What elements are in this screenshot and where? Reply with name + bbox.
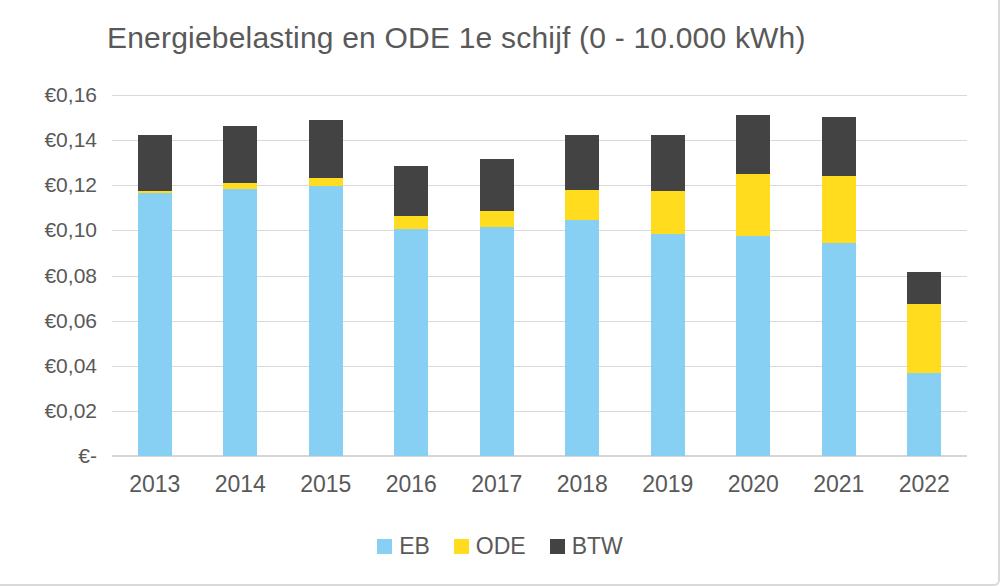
y-axis-tick-label: €0,14	[0, 129, 97, 151]
legend-swatch-btw	[550, 539, 565, 554]
bar-2022	[907, 272, 941, 456]
x-axis-tick-label: 2021	[796, 471, 882, 498]
x-axis-tick-label: 2022	[882, 471, 968, 498]
bar-segment-eb-2015	[309, 186, 343, 456]
bar-segment-eb-2016	[394, 229, 428, 456]
y-axis-tick-label: €0,12	[0, 174, 97, 196]
bar-segment-btw-2021	[822, 117, 856, 176]
x-axis-tick-label: 2015	[283, 471, 369, 498]
bar-segment-ode-2021	[822, 176, 856, 244]
bar-segment-ode-2015	[309, 178, 343, 186]
bar-2019	[651, 135, 685, 456]
legend-swatch-ode	[454, 539, 469, 554]
x-axis-tick-label: 2018	[540, 471, 626, 498]
y-axis-tick-label: €-	[0, 445, 97, 467]
x-axis-tick-label: 2013	[112, 471, 198, 498]
bar-2021	[822, 117, 856, 456]
y-axis-tick-label: €0,10	[0, 219, 97, 241]
bar-segment-btw-2022	[907, 272, 941, 304]
x-axis-tick-label: 2017	[454, 471, 540, 498]
bar-segment-btw-2020	[736, 115, 770, 174]
y-axis-tick-label: €0,02	[0, 400, 97, 422]
bar-segment-eb-2013	[138, 193, 172, 456]
x-axis-tick-label: 2020	[711, 471, 797, 498]
bar-segment-btw-2015	[309, 120, 343, 178]
bar-segment-btw-2018	[565, 135, 599, 191]
y-axis-tick-label: €0,06	[0, 310, 97, 332]
bar-segment-eb-2014	[223, 189, 257, 456]
bar-2016	[394, 166, 428, 456]
bar-segment-ode-2019	[651, 191, 685, 234]
bar-segment-btw-2013	[138, 135, 172, 191]
bar-2020	[736, 115, 770, 456]
y-axis-tick-label: €0,08	[0, 265, 97, 287]
legend: EB ODE BTW	[0, 533, 1000, 560]
legend-swatch-eb	[377, 539, 392, 554]
bar-segment-btw-2017	[480, 159, 514, 210]
bar-2017	[480, 159, 514, 456]
bar-segment-btw-2019	[651, 135, 685, 191]
bar-segment-ode-2018	[565, 190, 599, 220]
bar-segment-ode-2016	[394, 216, 428, 229]
bar-2013	[138, 135, 172, 456]
bar-segment-ode-2017	[480, 211, 514, 228]
legend-label: BTW	[572, 533, 623, 560]
chart-title: Energiebelasting en ODE 1e schijf (0 - 1…	[107, 21, 806, 55]
bar-2014	[223, 126, 257, 456]
bar-segment-eb-2022	[907, 373, 941, 456]
bar-segment-ode-2020	[736, 174, 770, 236]
x-axis-tick-label: 2016	[369, 471, 455, 498]
legend-label: ODE	[476, 533, 526, 560]
x-axis-tick-label: 2014	[198, 471, 284, 498]
gridline	[112, 95, 967, 96]
bar-segment-btw-2016	[394, 166, 428, 216]
plot-area	[112, 95, 967, 456]
y-axis-tick-label: €0,04	[0, 355, 97, 377]
bar-2015	[309, 120, 343, 456]
bar-segment-eb-2021	[822, 243, 856, 456]
legend-label: EB	[399, 533, 430, 560]
y-axis-tick-label: €0,16	[0, 84, 97, 106]
bar-2018	[565, 135, 599, 457]
bar-segment-ode-2022	[907, 304, 941, 373]
chart-card: Energiebelasting en ODE 1e schijf (0 - 1…	[0, 0, 1000, 586]
bar-segment-eb-2020	[736, 236, 770, 456]
bar-segment-eb-2019	[651, 234, 685, 456]
bar-segment-eb-2017	[480, 227, 514, 456]
x-axis-tick-label: 2019	[625, 471, 711, 498]
bar-segment-btw-2014	[223, 126, 257, 183]
legend-item-eb: EB	[377, 533, 430, 560]
legend-item-btw: BTW	[550, 533, 623, 560]
bar-segment-eb-2018	[565, 220, 599, 456]
legend-item-ode: ODE	[454, 533, 526, 560]
